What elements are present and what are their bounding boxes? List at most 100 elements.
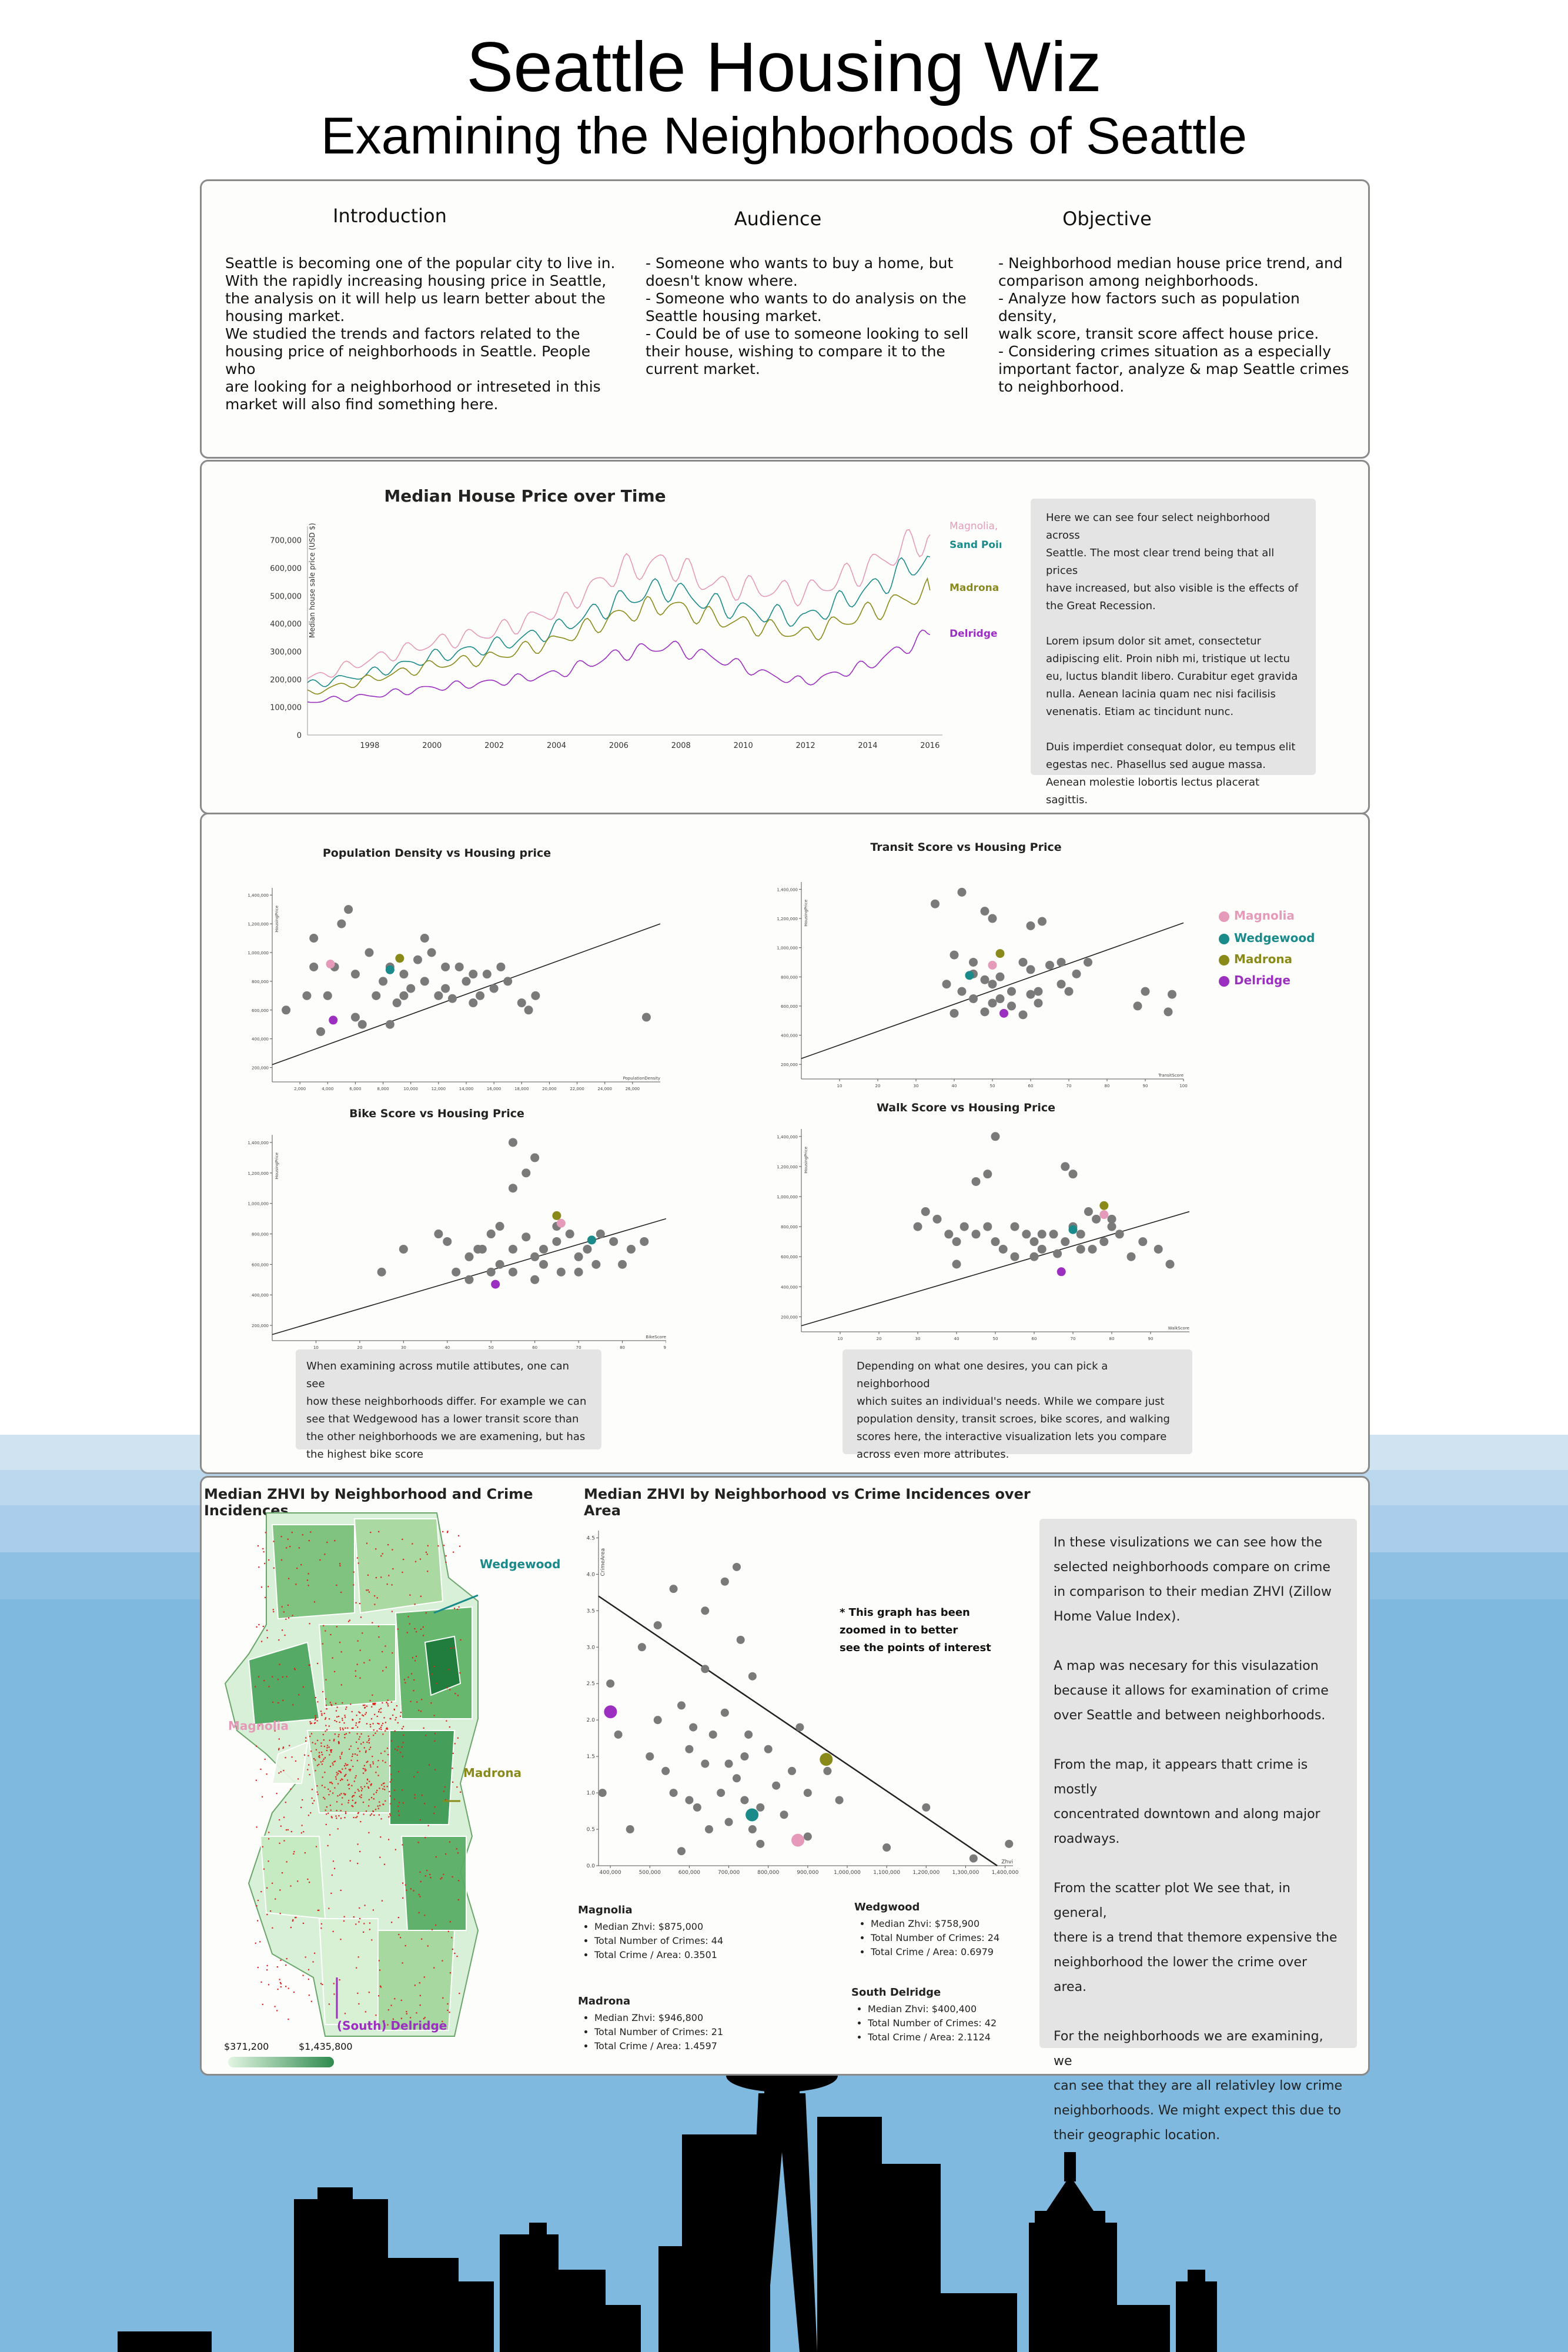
crime-incident [348, 1769, 350, 1770]
y-tick-label: 1,400,000 [777, 1135, 798, 1140]
crime-incident [369, 1922, 371, 1924]
crime-incident [350, 1759, 352, 1761]
crime-incident [328, 1907, 330, 1909]
crime-incident [279, 1819, 280, 1821]
crime-incident [375, 1809, 377, 1810]
y-tick-label: 4.5 [587, 1535, 595, 1541]
crime-incident [352, 1753, 354, 1755]
crime-incident [317, 1909, 319, 1911]
crime-incident [293, 1851, 295, 1853]
crime-incident [279, 1982, 281, 1983]
crime-incident [343, 1916, 345, 1917]
crime-incident [366, 1723, 367, 1725]
crime-incident [342, 1797, 343, 1799]
data-point [740, 1752, 749, 1761]
legend-dot [1219, 954, 1229, 965]
crime-incident [339, 1727, 341, 1729]
x-tick-label: 700,000 [718, 1870, 740, 1876]
crime-incident [394, 1748, 396, 1750]
crime-incident [355, 1602, 357, 1603]
crime-incident [279, 1979, 280, 1980]
crime-incident [352, 1765, 354, 1768]
legend-item-wedgewood[interactable]: Wedgewood [1219, 931, 1315, 945]
crime-incident [381, 1784, 383, 1786]
crime-incident [369, 1723, 371, 1725]
crime-incident [368, 1992, 370, 1993]
crime-incident [324, 1772, 326, 1773]
crime-incident [260, 1768, 262, 1770]
crime-incident [338, 1733, 340, 1736]
crime-incident [378, 1723, 380, 1725]
highlight-point-delridge [1057, 1267, 1066, 1277]
crime-incident [340, 1810, 342, 1812]
data-point [530, 1275, 540, 1284]
crime-incident [302, 1799, 303, 1801]
crime-incident [449, 2012, 450, 2013]
crime-incident [385, 1800, 386, 1802]
y-tick-label: 800,000 [252, 980, 269, 984]
crime-incident [286, 1958, 287, 1960]
crime-incident [460, 1791, 462, 1793]
crime-incident [382, 1760, 384, 1762]
crime-incident [323, 1758, 325, 1760]
crime-incident [362, 1705, 364, 1706]
crime-incident [302, 1922, 304, 1924]
crime-incident [323, 1625, 325, 1626]
stat-line: Total Crime / Area: 1.4597 [594, 2039, 723, 2053]
crime-incident [382, 1788, 384, 1790]
crime-incident [380, 1818, 382, 1820]
crime-incident [379, 1709, 380, 1710]
crime-incident [380, 1708, 382, 1709]
crime-incident [344, 1733, 346, 1735]
crime-incident [320, 1710, 322, 1712]
crime-incident [382, 1783, 384, 1785]
legend-item-magnolia[interactable]: Magnolia [1219, 908, 1295, 923]
y-tick-label: 1,200,000 [248, 1171, 269, 1176]
crime-incident [384, 1750, 386, 1752]
walk-chart-title: Walk Score vs Housing Price [876, 1101, 1056, 1114]
crime-incident [307, 1573, 309, 1575]
crime-incident [444, 1799, 447, 1800]
bike-scatter: 200,000 400,000 600,000 800,000 1,000,000 1,2… [248, 1135, 666, 1350]
crime-incident [372, 1761, 374, 1763]
data-point [1126, 1252, 1136, 1261]
crime-incident [366, 1589, 367, 1591]
crime-incident [355, 1802, 357, 1803]
legend-item-madrona[interactable]: Madrona [1219, 952, 1292, 966]
crime-incident [309, 1721, 311, 1723]
data-point [1164, 1007, 1173, 1017]
crime-incident [459, 1672, 461, 1674]
crime-incident [365, 2011, 366, 2013]
crime-incident [370, 1813, 373, 1815]
y-tick-label: 600,000 [252, 1262, 269, 1267]
crime-incident [402, 1789, 403, 1791]
crime-incident [355, 1775, 357, 1777]
crime-incident [394, 1789, 396, 1791]
crime-incident [363, 1662, 365, 1663]
crime-incident [290, 1788, 292, 1790]
crime-incident [317, 1793, 319, 1795]
data-point [365, 948, 374, 957]
crime-incident [416, 1655, 417, 1657]
crime-incident [258, 1566, 260, 1568]
crime-incident [414, 1984, 416, 1986]
crime-incident [278, 1639, 280, 1641]
crime-incident [321, 1715, 323, 1716]
crime-incident [343, 1920, 345, 1922]
crime-incident [324, 1757, 326, 1759]
data-point [748, 1672, 757, 1681]
crime-incident [274, 2006, 276, 2007]
data-point [626, 1825, 634, 1834]
legend-item-delridge[interactable]: Delridge [1219, 973, 1290, 987]
crime-incident [384, 1789, 386, 1790]
crime-incident [431, 1929, 433, 1930]
crime-incident [410, 1700, 412, 1702]
crime-incident [362, 1802, 364, 1803]
crime-incident [363, 1931, 365, 1933]
crime-incident [357, 1992, 359, 1994]
crime-incident [366, 1782, 368, 1784]
crime-incident [371, 1939, 373, 1941]
data-point [441, 962, 450, 971]
crime-incident [379, 1728, 380, 1730]
crime-incident [400, 2017, 402, 2019]
